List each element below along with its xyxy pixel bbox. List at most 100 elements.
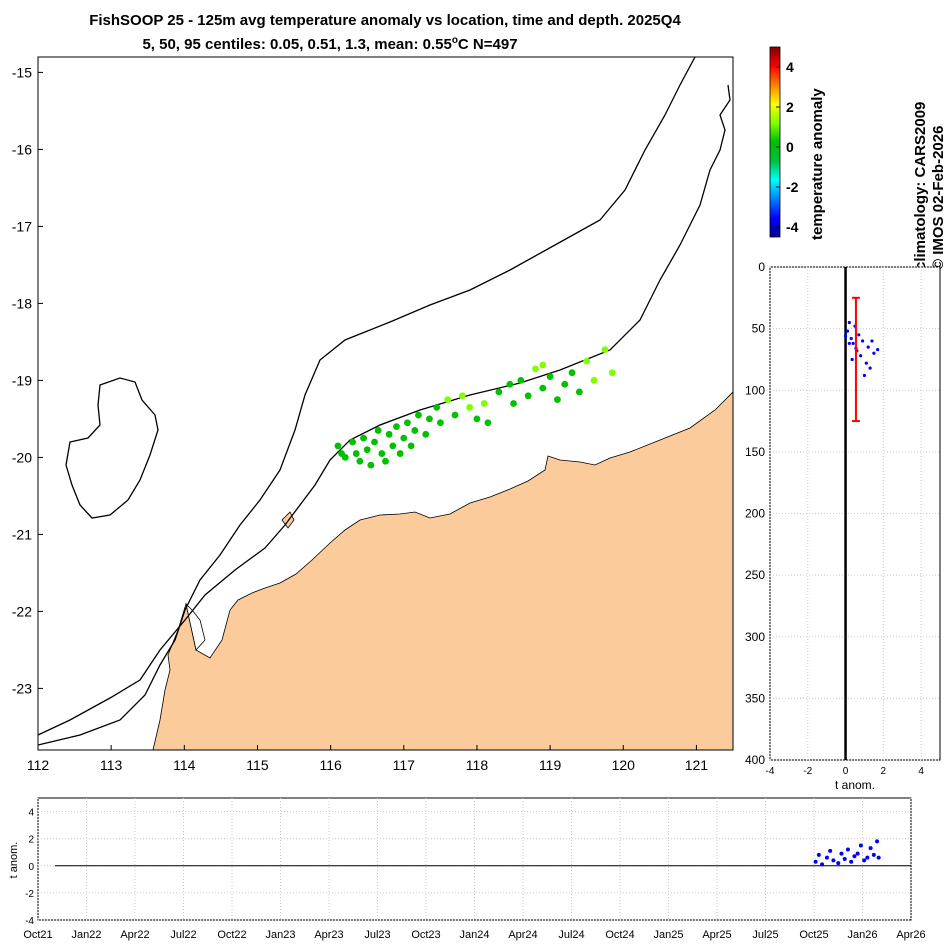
map-y-tick-label: -16 [12,141,32,157]
map-x-tick-label: 115 [246,757,269,773]
time-x-tick-label: Apr23 [314,929,343,941]
map-y-tick-label: -15 [12,64,32,80]
time-y-label: t anom. [8,842,20,879]
time-series-panel: Oct21 Jan22 Apr22 Jul22 Oct22 Jan23 Apr23 Jul23… [8,797,926,941]
map-y-tick-label: -18 [12,295,32,311]
map-y-tick-label: -22 [12,603,32,619]
map-point [341,454,349,461]
time-point [868,846,873,851]
depth-y-tick-label: 50 [752,322,766,336]
time-x-tick-label: Jul25 [752,929,778,941]
time-y-tick-label: 2 [28,835,34,846]
time-point [852,854,857,859]
time-y-tick-label: 0 [28,862,34,873]
map-y-tick-label: -23 [12,680,32,696]
time-x-tick-label: Jul22 [170,929,196,941]
map-point [407,442,415,450]
time-x-tick-label: Jul23 [364,929,390,941]
map-point [539,361,547,369]
time-x-tick-label: Apr25 [702,929,731,941]
depth-y-tick-label: 100 [745,383,765,397]
map-point [524,392,532,400]
time-x-tick-label: Apr22 [120,929,149,941]
depth-point [870,339,874,343]
map-x-axis: 112 113 114 115 116 117 118 119 120 121 [27,745,708,773]
depth-point [850,357,854,362]
depth-y-tick-label: 0 [758,260,765,274]
map-panel: 112 113 114 115 116 117 118 119 120 121 -15 -16 -17… [12,56,734,773]
time-x-tick-label: Oct22 [217,929,246,941]
depth-x-tick-label: -4 [766,766,775,777]
time-points [813,839,881,867]
depth-x-tick-label: -2 [803,766,812,777]
map-point [480,400,488,407]
map-x-tick-label: 118 [466,757,489,773]
map-point [389,442,397,450]
depth-y-tick-label: 200 [745,507,765,521]
colorbar-ramp [769,46,781,238]
subtitle-unit-count: C N=497 [457,36,518,53]
time-x-tick-label: Apr26 [896,929,925,941]
time-x-tick-label: Jan23 [266,929,296,941]
map-point [601,346,609,353]
isobath-1000m [38,57,696,746]
time-x-tick-label: Apr24 [508,929,537,941]
map-x-tick-label: 112 [27,757,50,773]
depth-y-tick-label: 400 [745,753,765,767]
depth-x-axis: -4 -2 0 2 4 [766,766,925,777]
map-point [583,357,591,365]
map-point [506,380,514,388]
depth-point [851,341,855,346]
time-point [876,855,881,860]
map-point [575,388,583,396]
depth-grid [769,266,940,761]
map-point [532,365,539,373]
time-y-tick-label: -2 [25,889,34,900]
time-point [862,858,867,863]
depth-point [862,373,867,378]
map-point [451,411,459,419]
map-point [444,396,452,404]
time-y-tick-label: -4 [25,916,34,927]
time-point [824,855,829,860]
time-point [858,843,863,848]
depth-point [864,361,868,365]
time-point [813,859,818,864]
depth-point [845,329,850,333]
depth-y-axis: 0 50 100 150 200 250 300 350 400 [745,260,765,767]
map-point [466,403,474,411]
map-point [415,411,422,419]
depth-point [872,351,876,355]
map-point [396,450,404,457]
time-point [836,861,841,866]
map-point [608,369,616,377]
map-point [400,434,408,442]
time-x-tick-label: Jan22 [72,929,102,941]
colorbar-tick-label: -2 [786,179,799,195]
island-hole [185,602,206,651]
time-point [845,847,850,852]
figure-subtitle: 5, 50, 95 centiles: 0.05, 0.51, 1.3, mea… [0,35,660,53]
map-x-tick-label: 121 [685,757,709,773]
depth-x-tick-label: 0 [843,766,849,777]
map-point [495,388,503,396]
time-point [871,852,876,857]
map-point [371,438,378,446]
depth-x-tick-label: 2 [881,766,887,777]
depth-y-tick-label: 350 [745,691,765,705]
depth-point [866,345,870,349]
time-x-tick-label: Oct24 [605,929,634,941]
depth-point [860,339,865,343]
map-point [356,457,364,465]
depth-point [847,320,851,325]
degree-superscript: o [451,35,458,46]
time-point [839,851,844,856]
time-point [820,862,825,867]
map-point [404,419,411,427]
map-y-tick-label: -17 [12,218,32,234]
map-point [411,427,419,434]
map-y-axis: -15 -16 -17 -18 -19 -20 -21 -22 -23 [12,64,43,696]
map-y-tick-label: -19 [12,372,32,388]
map-point [425,415,433,423]
time-x-tick-label: Oct25 [799,929,828,941]
